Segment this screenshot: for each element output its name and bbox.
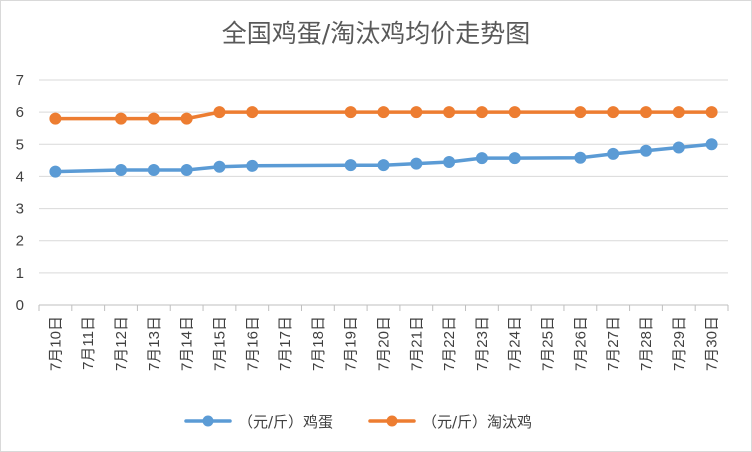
data-point bbox=[574, 106, 587, 119]
legend-label: （元/斤）淘汰鸡 bbox=[422, 413, 532, 431]
data-point bbox=[344, 159, 357, 172]
x-tick-label: 7月11日 bbox=[80, 316, 97, 370]
y-tick-label: 0 bbox=[16, 297, 24, 314]
data-point bbox=[508, 106, 521, 119]
data-point bbox=[180, 164, 193, 176]
legend-marker bbox=[202, 415, 214, 427]
data-point bbox=[213, 160, 226, 173]
data-point bbox=[607, 147, 620, 160]
x-tick-label: 7月17日 bbox=[277, 316, 294, 371]
x-tick-label: 7月28日 bbox=[638, 316, 655, 371]
data-point bbox=[147, 164, 160, 176]
legend-label: （元/斤）鸡蛋 bbox=[238, 413, 333, 431]
data-point bbox=[443, 155, 456, 168]
y-tick-label: 7 bbox=[16, 72, 24, 89]
x-tick-label: 7月12日 bbox=[113, 316, 130, 371]
data-point bbox=[607, 106, 620, 119]
data-point bbox=[115, 112, 128, 125]
y-tick-label: 2 bbox=[16, 233, 24, 250]
data-point bbox=[574, 151, 587, 164]
x-tick-label: 7月19日 bbox=[343, 316, 360, 371]
data-point bbox=[705, 138, 718, 151]
data-point bbox=[344, 106, 357, 119]
x-tick-label: 7月15日 bbox=[211, 316, 228, 371]
data-point bbox=[639, 106, 652, 119]
y-tick-label: 5 bbox=[16, 136, 24, 153]
x-tick-label: 7月27日 bbox=[605, 316, 622, 371]
data-point bbox=[49, 165, 62, 178]
data-point bbox=[639, 144, 652, 157]
x-tick-label: 7月18日 bbox=[310, 316, 327, 371]
data-point bbox=[475, 106, 488, 119]
data-point bbox=[508, 152, 521, 165]
data-point bbox=[443, 106, 456, 119]
chart-title: 全国鸡蛋/淘汰鸡均价走势图 bbox=[221, 19, 531, 48]
x-tick-label: 7月10日 bbox=[47, 316, 64, 371]
x-tick-label: 7月13日 bbox=[146, 316, 163, 371]
x-tick-label: 7月23日 bbox=[474, 316, 491, 371]
data-point bbox=[180, 112, 193, 125]
data-point bbox=[672, 106, 685, 119]
y-tick-label: 1 bbox=[16, 265, 24, 282]
data-point bbox=[410, 106, 423, 119]
data-point bbox=[377, 106, 390, 119]
data-point bbox=[115, 164, 128, 176]
data-point bbox=[246, 159, 259, 172]
x-tick-label: 7月22日 bbox=[441, 316, 458, 371]
data-point bbox=[49, 112, 62, 125]
data-point bbox=[377, 159, 390, 172]
data-point bbox=[475, 152, 488, 165]
x-tick-label: 7月30日 bbox=[704, 316, 721, 371]
y-tick-label: 6 bbox=[16, 104, 24, 121]
legend-marker bbox=[386, 415, 398, 427]
data-point bbox=[147, 112, 160, 125]
x-tick-label: 7月21日 bbox=[408, 316, 425, 371]
y-tick-label: 3 bbox=[16, 201, 24, 218]
x-tick-label: 7月25日 bbox=[540, 316, 557, 371]
y-tick-label: 4 bbox=[16, 168, 24, 185]
data-point bbox=[246, 106, 259, 119]
x-tick-label: 7月26日 bbox=[572, 316, 589, 371]
x-tick-label: 7月29日 bbox=[671, 316, 688, 371]
x-tick-label: 7月24日 bbox=[507, 316, 524, 371]
data-point bbox=[410, 157, 423, 170]
x-tick-label: 7月20日 bbox=[376, 316, 393, 371]
x-tick-label: 7月14日 bbox=[179, 316, 196, 371]
data-point bbox=[672, 141, 685, 154]
data-point bbox=[213, 106, 226, 119]
x-tick-label: 7月16日 bbox=[244, 316, 261, 371]
data-point bbox=[705, 106, 718, 119]
